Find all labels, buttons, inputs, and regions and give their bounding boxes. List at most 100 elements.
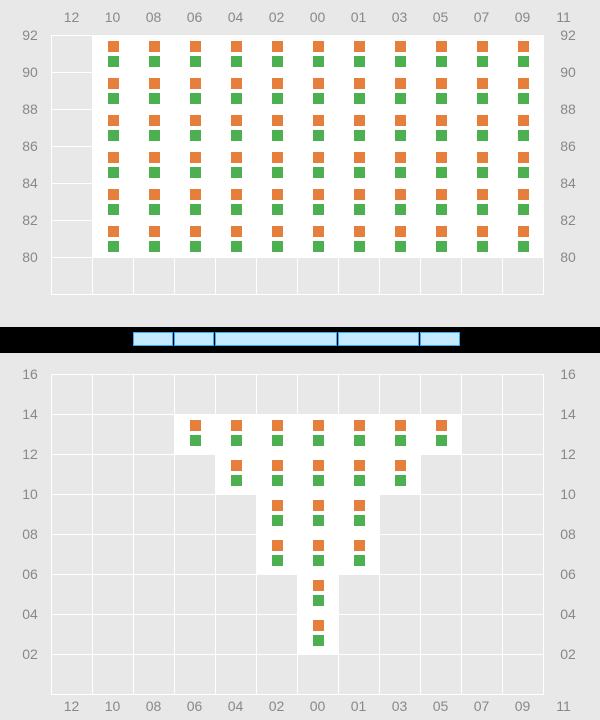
top-cell[interactable] bbox=[297, 146, 339, 184]
top-cell[interactable] bbox=[461, 35, 503, 73]
top-cell[interactable] bbox=[215, 35, 257, 73]
top-row-label-right: 82 bbox=[555, 212, 581, 228]
top-cell[interactable] bbox=[338, 109, 380, 147]
top-cell[interactable] bbox=[133, 109, 175, 147]
top-cell[interactable] bbox=[379, 35, 421, 73]
bottom-cell[interactable] bbox=[256, 494, 298, 535]
top-cell[interactable] bbox=[461, 72, 503, 110]
divider-segment[interactable] bbox=[338, 332, 419, 346]
bottom-cell[interactable] bbox=[420, 414, 462, 455]
top-cell[interactable] bbox=[420, 146, 462, 184]
top-cell[interactable] bbox=[256, 183, 298, 221]
bottom-cell[interactable] bbox=[256, 414, 298, 455]
top-cell[interactable] bbox=[174, 220, 216, 258]
top-cell[interactable] bbox=[92, 35, 134, 73]
top-cell[interactable] bbox=[461, 109, 503, 147]
bottom-cell[interactable] bbox=[379, 454, 421, 495]
top-cell[interactable] bbox=[420, 109, 462, 147]
top-cell[interactable] bbox=[92, 72, 134, 110]
top-cell[interactable] bbox=[502, 220, 544, 258]
top-cell[interactable] bbox=[256, 109, 298, 147]
top-cell[interactable] bbox=[379, 183, 421, 221]
port-b-icon bbox=[313, 635, 324, 646]
bottom-cell[interactable] bbox=[174, 414, 216, 455]
bottom-cell[interactable] bbox=[297, 414, 339, 455]
top-cell[interactable] bbox=[420, 72, 462, 110]
top-cell[interactable] bbox=[297, 72, 339, 110]
top-cell[interactable] bbox=[256, 220, 298, 258]
bottom-cell[interactable] bbox=[338, 534, 380, 575]
bottom-cell[interactable] bbox=[215, 454, 257, 495]
top-cell[interactable] bbox=[338, 146, 380, 184]
top-cell[interactable] bbox=[338, 35, 380, 73]
top-cell[interactable] bbox=[297, 220, 339, 258]
top-cell[interactable] bbox=[502, 109, 544, 147]
divider-segment[interactable] bbox=[174, 332, 214, 346]
divider-segment[interactable] bbox=[420, 332, 460, 346]
top-cell[interactable] bbox=[215, 183, 257, 221]
bottom-cell bbox=[502, 654, 544, 695]
bottom-cell[interactable] bbox=[338, 494, 380, 535]
top-cell[interactable] bbox=[133, 72, 175, 110]
bottom-cell[interactable] bbox=[338, 454, 380, 495]
bottom-cell[interactable] bbox=[297, 574, 339, 615]
top-cell[interactable] bbox=[379, 109, 421, 147]
top-cell[interactable] bbox=[174, 109, 216, 147]
top-cell[interactable] bbox=[215, 109, 257, 147]
bottom-cell bbox=[461, 574, 503, 615]
top-cell[interactable] bbox=[215, 220, 257, 258]
bottom-cell bbox=[420, 374, 462, 415]
top-cell[interactable] bbox=[461, 183, 503, 221]
bottom-cell[interactable] bbox=[379, 414, 421, 455]
top-cell[interactable] bbox=[379, 146, 421, 184]
top-cell[interactable] bbox=[502, 35, 544, 73]
top-cell[interactable] bbox=[297, 183, 339, 221]
bottom-cell[interactable] bbox=[215, 414, 257, 455]
bottom-cell[interactable] bbox=[297, 614, 339, 655]
top-cell[interactable] bbox=[133, 220, 175, 258]
top-cell[interactable] bbox=[420, 220, 462, 258]
top-cell[interactable] bbox=[379, 220, 421, 258]
top-cell[interactable] bbox=[420, 35, 462, 73]
bottom-cell[interactable] bbox=[256, 454, 298, 495]
top-cell[interactable] bbox=[502, 183, 544, 221]
top-cell[interactable] bbox=[502, 72, 544, 110]
top-cell[interactable] bbox=[256, 35, 298, 73]
top-cell[interactable] bbox=[92, 109, 134, 147]
divider-segment[interactable] bbox=[133, 332, 173, 346]
top-cell[interactable] bbox=[92, 183, 134, 221]
bottom-cell[interactable] bbox=[297, 494, 339, 535]
top-cell[interactable] bbox=[461, 220, 503, 258]
top-cell[interactable] bbox=[92, 146, 134, 184]
bottom-cell[interactable] bbox=[297, 534, 339, 575]
top-cell[interactable] bbox=[215, 146, 257, 184]
port-b-icon bbox=[436, 56, 447, 67]
top-cell[interactable] bbox=[379, 72, 421, 110]
top-cell[interactable] bbox=[174, 146, 216, 184]
top-cell[interactable] bbox=[338, 183, 380, 221]
top-cell[interactable] bbox=[174, 35, 216, 73]
top-cell[interactable] bbox=[174, 183, 216, 221]
top-cell[interactable] bbox=[133, 35, 175, 73]
top-cell[interactable] bbox=[461, 146, 503, 184]
top-cell[interactable] bbox=[338, 72, 380, 110]
port-b-icon bbox=[354, 93, 365, 104]
bottom-cell[interactable] bbox=[338, 414, 380, 455]
top-cell[interactable] bbox=[297, 109, 339, 147]
top-cell[interactable] bbox=[174, 72, 216, 110]
top-cell[interactable] bbox=[215, 72, 257, 110]
top-cell[interactable] bbox=[502, 146, 544, 184]
top-cell[interactable] bbox=[92, 220, 134, 258]
top-cell[interactable] bbox=[338, 220, 380, 258]
bottom-cell[interactable] bbox=[256, 534, 298, 575]
bottom-cell bbox=[133, 574, 175, 615]
top-cell[interactable] bbox=[256, 146, 298, 184]
col-label-top: 12 bbox=[52, 9, 92, 25]
top-cell[interactable] bbox=[133, 146, 175, 184]
bottom-cell[interactable] bbox=[297, 454, 339, 495]
top-cell[interactable] bbox=[420, 183, 462, 221]
top-cell[interactable] bbox=[297, 35, 339, 73]
top-cell[interactable] bbox=[133, 183, 175, 221]
top-cell[interactable] bbox=[256, 72, 298, 110]
divider-segment[interactable] bbox=[215, 332, 337, 346]
